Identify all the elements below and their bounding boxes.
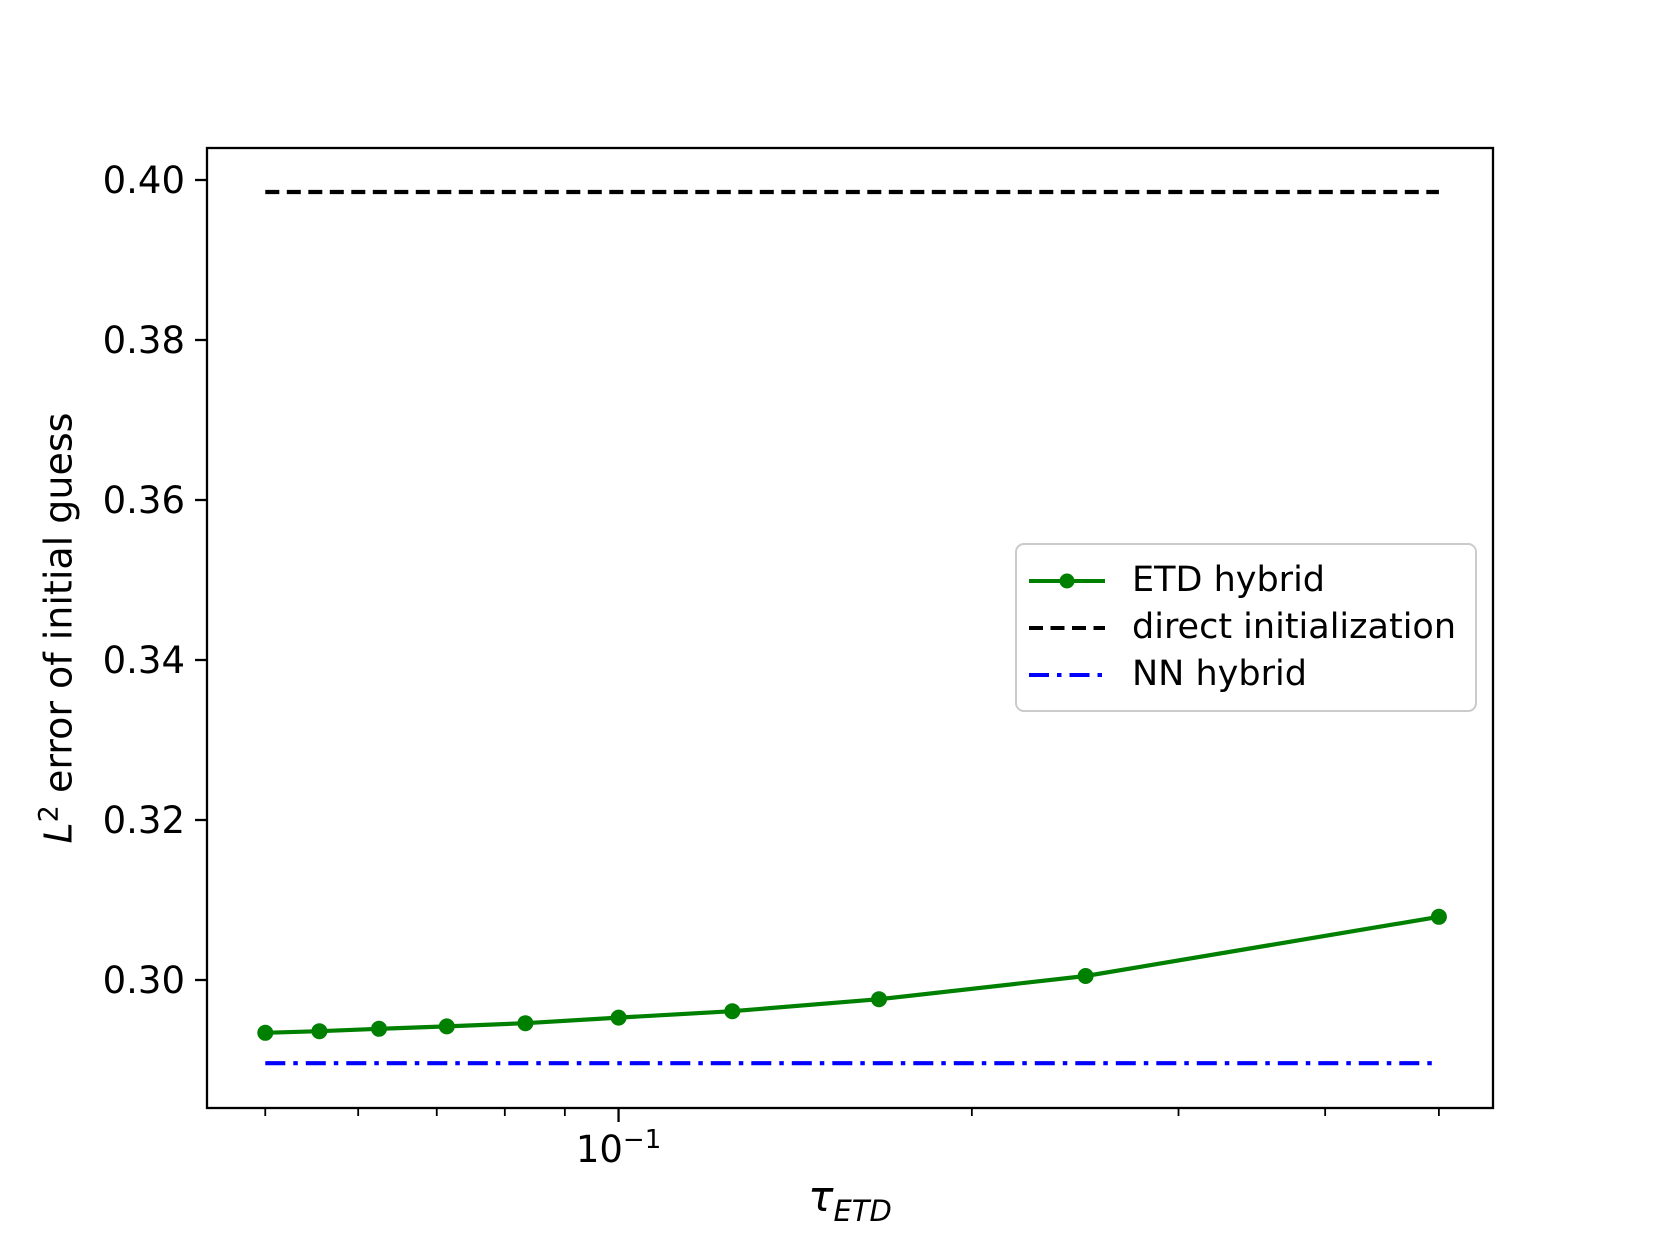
data-point-marker-etd-hybrid [517,1015,534,1032]
y-tick-label: 0.38 [103,319,185,362]
legend-label: ETD hybrid [1132,560,1326,600]
legend-line-sample-icon [1029,672,1105,677]
data-point-marker-etd-hybrid [257,1024,274,1041]
plot-border [205,146,1495,1110]
data-point-marker-etd-hybrid [438,1018,455,1035]
y-axis-label-superscript: 2 [33,805,65,823]
legend-line-sample-icon [1029,625,1105,630]
y-axis-label: L2 error of initial guess [34,413,81,844]
legend: ETD hybrid direct initialization NN hybr… [1015,543,1477,712]
y-tick-label: 0.40 [103,159,185,202]
legend-label: NN hybrid [1132,654,1307,694]
legend-label: direct initialization [1132,607,1457,647]
x-tick-label: 10−1 [576,1125,661,1171]
data-point-marker-etd-hybrid [724,1003,741,1020]
y-axis-label-symbol: L [36,822,81,844]
data-point-marker-etd-hybrid [871,991,887,1008]
data-point-marker-etd-hybrid [1077,968,1094,984]
y-tick-label: 0.32 [103,799,185,842]
data-point-marker-etd-hybrid [371,1020,387,1037]
y-axis-label-text: error of initial guess [36,412,81,806]
data-point-marker-etd-hybrid [1430,908,1447,925]
x-axis-label: τETD [808,1172,892,1228]
y-tick-label: 0.30 [103,959,185,1002]
data-point-marker-etd-hybrid [311,1023,328,1040]
x-axis-label-subscript: ETD [833,1194,892,1228]
x-axis-label-base: τ [808,1172,834,1221]
legend-entry-etd-hybrid: ETD hybrid [1027,563,1467,598]
series-line-etd-hybrid [265,914,1440,1035]
legend-line-sample-icon [1029,573,1105,588]
data-point-marker-etd-hybrid [610,1009,627,1026]
y-tick-label: 0.34 [103,639,185,682]
legend-entry-direct-initialization: direct initialization [1027,610,1467,645]
y-tick-label: 0.36 [103,479,185,522]
legend-entry-nn-hybrid: NN hybrid [1027,657,1467,692]
